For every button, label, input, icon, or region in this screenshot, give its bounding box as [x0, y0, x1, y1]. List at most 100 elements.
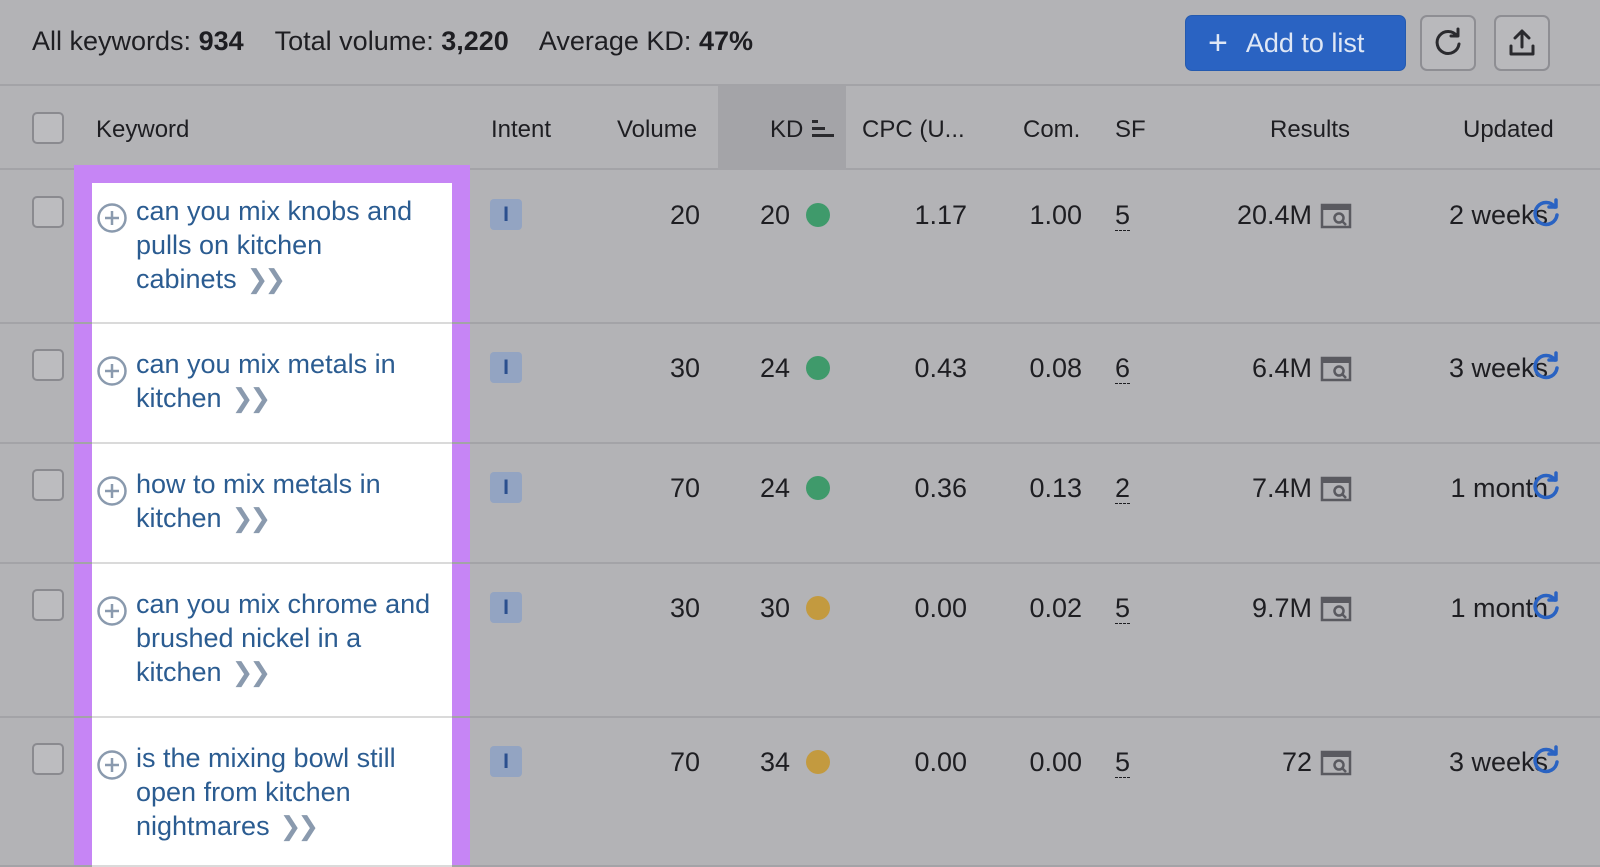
kd-value: 30: [759, 593, 790, 623]
update-refresh-icon[interactable]: [1530, 471, 1562, 503]
sort-icon: [812, 120, 835, 137]
keyword-details-chevron-icon[interactable]: ❯❯: [279, 811, 320, 841]
table-row: I 20 20 1.17 1.00 5 20.4M 2 weeks: [0, 170, 1600, 324]
updated-value: 2 weeks: [1448, 200, 1548, 230]
keyword-text-wrap: can you mix metals in kitchen ❯❯: [136, 347, 452, 415]
updated-value: 3 weeks: [1448, 353, 1548, 383]
updated-value: 1 month: [1450, 473, 1548, 503]
com-value: 0.02: [1029, 593, 1082, 623]
keyword-link[interactable]: can you mix knobs and pulls on kitchen c…: [136, 196, 413, 294]
com-value: 1.00: [1029, 200, 1082, 230]
volume-value: 70: [669, 747, 700, 777]
kd-value: 34: [759, 747, 790, 777]
average-kd-value: 47%: [698, 26, 753, 56]
serp-preview-icon[interactable]: [1320, 476, 1352, 502]
add-keyword-icon[interactable]: [96, 202, 128, 234]
column-volume[interactable]: Volume: [617, 116, 698, 143]
row-checkbox[interactable]: [32, 469, 64, 501]
keyword-stats: All keywords: 934 Total volume: 3,220 Av…: [32, 26, 777, 57]
row-checkbox[interactable]: [32, 349, 64, 381]
serp-preview-icon[interactable]: [1320, 203, 1352, 229]
updated-value: 1 month: [1450, 593, 1548, 623]
refresh-button[interactable]: [1420, 15, 1476, 71]
com-value: 0.13: [1029, 473, 1082, 503]
kd-difficulty-dot: [806, 203, 830, 227]
results-value: 9.7M: [1251, 593, 1312, 623]
keyword-text-wrap: is the mixing bowl still open from kitch…: [136, 741, 452, 843]
keyword-cell: can you mix knobs and pulls on kitchen c…: [92, 184, 452, 324]
total-volume-stat: Total volume: 3,220: [275, 26, 509, 56]
keyword-link[interactable]: can you mix chrome and brushed nickel in…: [136, 589, 431, 687]
kd-difficulty-dot: [806, 596, 830, 620]
com-value: 0.08: [1029, 353, 1082, 383]
column-updated[interactable]: Updated: [1463, 116, 1554, 143]
plus-icon: +: [1208, 24, 1228, 62]
keyword-cell: can you mix chrome and brushed nickel in…: [92, 564, 452, 718]
column-sf[interactable]: SF: [1115, 116, 1146, 143]
volume-value: 20: [669, 200, 700, 230]
column-intent[interactable]: Intent: [491, 116, 552, 143]
select-all-checkbox[interactable]: [32, 112, 64, 144]
column-cpc[interactable]: CPC (U...: [862, 116, 965, 143]
table-row: I 70 34 0.00 0.00 5 72 3 weeks: [0, 718, 1600, 867]
serp-features-link[interactable]: 5: [1115, 747, 1131, 777]
intent-badge: I: [490, 746, 522, 777]
intent-badge: I: [490, 472, 522, 503]
updated-value: 3 weeks: [1448, 747, 1548, 777]
keyword-link[interactable]: can you mix metals in kitchen: [136, 349, 396, 413]
column-keyword[interactable]: Keyword: [96, 116, 190, 143]
table-header: Keyword Intent Volume KD CPC (U... Com. …: [0, 86, 1600, 170]
com-value: 0.00: [1029, 747, 1082, 777]
kd-value: 20: [759, 200, 790, 230]
all-keywords-value: 934: [198, 26, 244, 56]
add-keyword-icon[interactable]: [96, 355, 128, 387]
column-results[interactable]: Results: [1270, 116, 1351, 143]
serp-features-link[interactable]: 2: [1115, 473, 1131, 503]
column-com[interactable]: Com.: [1023, 116, 1081, 143]
add-to-list-label: Add to list: [1245, 27, 1365, 58]
serp-features-link[interactable]: 5: [1115, 200, 1131, 230]
serp-preview-icon[interactable]: [1320, 596, 1352, 622]
summary-bar: All keywords: 934 Total volume: 3,220 Av…: [0, 0, 1600, 86]
keyword-link[interactable]: how to mix metals in kitchen: [136, 469, 381, 533]
row-checkbox[interactable]: [32, 196, 64, 228]
add-keyword-icon[interactable]: [96, 475, 128, 507]
update-refresh-icon[interactable]: [1530, 591, 1562, 623]
keyword-details-chevron-icon[interactable]: ❯❯: [246, 264, 287, 294]
add-keyword-icon[interactable]: [96, 595, 128, 627]
serp-preview-icon[interactable]: [1320, 750, 1352, 776]
kd-difficulty-dot: [806, 476, 830, 500]
cpc-value: 0.36: [914, 473, 967, 503]
keyword-cell: how to mix metals in kitchen ❯❯: [92, 444, 452, 564]
kd-label: KD: [770, 116, 804, 143]
cpc-value: 0.43: [914, 353, 967, 383]
serp-features-link[interactable]: 6: [1115, 353, 1131, 383]
add-to-list-button[interactable]: + Add to list: [1185, 15, 1406, 71]
row-checkbox[interactable]: [32, 589, 64, 621]
serp-features-link[interactable]: 5: [1115, 593, 1131, 623]
export-button[interactable]: [1494, 15, 1550, 71]
keyword-text-wrap: can you mix knobs and pulls on kitchen c…: [136, 194, 452, 296]
keyword-details-chevron-icon[interactable]: ❯❯: [231, 503, 272, 533]
row-checkbox[interactable]: [32, 743, 64, 775]
keyword-cell: is the mixing bowl still open from kitch…: [92, 718, 452, 867]
serp-preview-icon[interactable]: [1320, 356, 1352, 382]
refresh-icon: [1435, 27, 1461, 55]
update-refresh-icon[interactable]: [1530, 351, 1562, 383]
kd-difficulty-dot: [806, 750, 830, 774]
table-row: I 70 24 0.36 0.13 2 7.4M 1 month: [0, 444, 1600, 564]
update-refresh-icon[interactable]: [1530, 198, 1562, 230]
volume-value: 30: [669, 593, 700, 623]
keyword-details-chevron-icon[interactable]: ❯❯: [231, 657, 272, 687]
column-kd[interactable]: KD: [770, 116, 836, 144]
kd-value: 24: [759, 353, 790, 383]
add-keyword-icon[interactable]: [96, 749, 128, 781]
table-row: I 30 24 0.43 0.08 6 6.4M 3 weeks: [0, 324, 1600, 444]
intent-badge: I: [490, 352, 522, 383]
update-refresh-icon[interactable]: [1530, 745, 1562, 777]
cpc-value: 1.17: [914, 200, 967, 230]
volume-value: 30: [669, 353, 700, 383]
keyword-link[interactable]: is the mixing bowl still open from kitch…: [136, 743, 396, 841]
keyword-details-chevron-icon[interactable]: ❯❯: [231, 383, 272, 413]
keyword-text-wrap: how to mix metals in kitchen ❯❯: [136, 467, 452, 535]
